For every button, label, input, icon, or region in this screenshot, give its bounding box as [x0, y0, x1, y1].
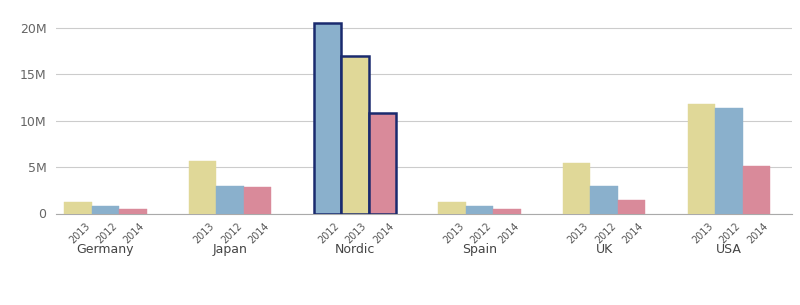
Bar — [563, 163, 590, 214]
Bar — [189, 161, 216, 213]
Text: Germany: Germany — [77, 243, 134, 256]
Bar — [341, 56, 369, 214]
Text: UK: UK — [595, 243, 613, 256]
Text: Japan: Japan — [213, 243, 247, 256]
Bar — [244, 187, 271, 214]
Bar — [742, 166, 770, 214]
Bar — [216, 186, 244, 214]
Bar — [466, 206, 494, 213]
Bar — [369, 113, 396, 214]
Bar — [590, 186, 618, 214]
Bar — [494, 209, 521, 213]
Bar — [64, 202, 92, 213]
Bar — [314, 23, 341, 214]
Bar — [618, 199, 646, 213]
Text: USA: USA — [716, 243, 742, 256]
Bar — [92, 206, 119, 213]
Bar — [688, 104, 715, 214]
Text: Spain: Spain — [462, 243, 497, 256]
Bar — [438, 202, 466, 213]
Text: Nordic: Nordic — [334, 243, 375, 256]
Bar — [119, 209, 146, 213]
Bar — [715, 108, 742, 214]
